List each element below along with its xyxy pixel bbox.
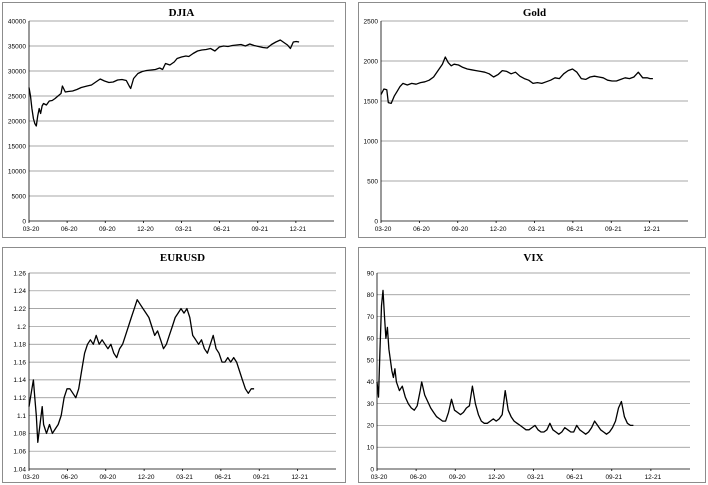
eurusd-chart: EURUSD 1.04 1.06 1.08 1.1 1.12 1.14 1.16 1.18 1.2… — [13, 252, 336, 481]
gold-series-line — [380, 56, 653, 105]
y-tick-label: 20 — [367, 423, 375, 430]
y-tick-label: 90 — [367, 270, 375, 277]
vix-chart-panel: VIX 0 10 20 30 40 50 60 70 80 90 03-20 06-20 09-20 12-… — [358, 247, 706, 483]
y-tick-label: 1.22 — [13, 306, 26, 313]
y-tick-label: 1.14 — [13, 377, 26, 384]
x-tick-label: 09-20 — [99, 226, 116, 233]
x-tick-label: 06-21 — [215, 474, 232, 481]
x-tick-label: 03-20 — [371, 474, 388, 481]
eurusd-chart-panel: EURUSD 1.04 1.06 1.08 1.1 1.12 1.14 1.16 1.18 1.2… — [2, 247, 346, 483]
x-tick-label: 12-21 — [643, 226, 660, 233]
x-tick-label: 06-21 — [213, 226, 230, 233]
djia-chart-title: DJIA — [169, 7, 195, 19]
y-tick-label: 1.2 — [17, 324, 26, 331]
x-tick-label: 03-20 — [23, 474, 40, 481]
y-tick-label: 0 — [370, 466, 374, 473]
y-tick-label: 80 — [367, 292, 375, 299]
y-tick-label: 60 — [367, 336, 375, 343]
x-tick-label: 12-20 — [488, 474, 505, 481]
x-tick-label: 03-21 — [527, 474, 544, 481]
x-tick-label: 09-20 — [99, 474, 116, 481]
y-tick-label: 10000 — [8, 168, 26, 175]
x-tick-label: 06-20 — [410, 474, 427, 481]
x-tick-label: 09-21 — [253, 474, 270, 481]
gold-chart-panel: Gold 0 500 1000 1500 2000 2500 03-20 06-20 09-20 1… — [358, 2, 706, 238]
x-tick-label: 03-20 — [375, 226, 392, 233]
x-tick-label: 12-21 — [290, 226, 307, 233]
eurusd-series-line — [28, 299, 255, 443]
y-tick-label: 35000 — [8, 43, 26, 50]
y-tick-label: 1000 — [364, 138, 379, 145]
djia-chart: DJIA 0 5000 10000 15000 20000 25000 30000 35000 4… — [8, 7, 334, 233]
x-tick-label: 03-21 — [176, 474, 193, 481]
y-tick-label: 1.08 — [13, 431, 26, 438]
x-tick-label: 03-21 — [175, 226, 192, 233]
x-tick-label: 12-21 — [291, 474, 308, 481]
y-tick-label: 1.06 — [13, 448, 26, 455]
y-tick-label: 70 — [367, 314, 375, 321]
vix-chart: VIX 0 10 20 30 40 50 60 70 80 90 03-20 06-20 09-20 12-… — [367, 252, 690, 481]
eurusd-chart-title: EURUSD — [160, 252, 205, 264]
y-tick-label: 1.18 — [13, 342, 26, 349]
y-tick-label: 10 — [367, 445, 375, 452]
y-tick-label: 30000 — [8, 68, 26, 75]
x-tick-label: 09-21 — [605, 226, 622, 233]
gold-chart-title: Gold — [523, 7, 546, 19]
x-tick-label: 06-20 — [413, 226, 430, 233]
y-tick-label: 0 — [374, 218, 378, 225]
y-tick-label: 1.24 — [13, 288, 26, 295]
x-tick-label: 12-20 — [138, 474, 155, 481]
y-tick-label: 50 — [367, 357, 375, 364]
vix-chart-title: VIX — [523, 252, 543, 264]
x-tick-label: 12-21 — [645, 474, 662, 481]
x-tick-label: 09-21 — [605, 474, 622, 481]
y-tick-label: 0 — [22, 218, 26, 225]
x-tick-label: 06-20 — [61, 226, 78, 233]
y-tick-label: 2500 — [364, 18, 379, 25]
y-tick-label: 1.04 — [13, 466, 26, 473]
x-tick-label: 12-20 — [137, 226, 154, 233]
y-tick-label: 1.26 — [13, 270, 26, 277]
x-tick-label: 09-21 — [251, 226, 268, 233]
x-tick-label: 03-20 — [23, 226, 40, 233]
x-tick-label: 09-20 — [451, 226, 468, 233]
y-tick-label: 1.16 — [13, 359, 26, 366]
y-tick-label: 20000 — [8, 118, 26, 125]
y-tick-label: 1.1 — [17, 413, 26, 420]
y-tick-label: 500 — [367, 178, 378, 185]
x-tick-label: 06-20 — [61, 474, 78, 481]
x-tick-label: 03-21 — [528, 226, 545, 233]
x-tick-label: 12-20 — [490, 226, 507, 233]
y-tick-label: 1500 — [364, 98, 379, 105]
y-tick-label: 5000 — [12, 193, 27, 200]
djia-chart-panel: DJIA 0 5000 10000 15000 20000 25000 30000 35000 4… — [2, 2, 346, 238]
y-tick-label: 40000 — [8, 18, 26, 25]
x-tick-label: 06-21 — [566, 474, 583, 481]
y-tick-label: 40 — [367, 379, 375, 386]
y-tick-label: 2000 — [364, 58, 379, 65]
x-tick-label: 09-20 — [449, 474, 466, 481]
x-tick-label: 06-21 — [567, 226, 584, 233]
y-tick-label: 25000 — [8, 93, 26, 100]
gold-chart: Gold 0 500 1000 1500 2000 2500 03-20 06-20 09-20 1… — [364, 7, 688, 233]
y-tick-label: 15000 — [8, 143, 26, 150]
djia-series-line — [28, 39, 300, 127]
y-tick-label: 30 — [367, 401, 375, 408]
vix-series-line — [376, 289, 634, 435]
y-tick-label: 1.12 — [13, 395, 26, 402]
